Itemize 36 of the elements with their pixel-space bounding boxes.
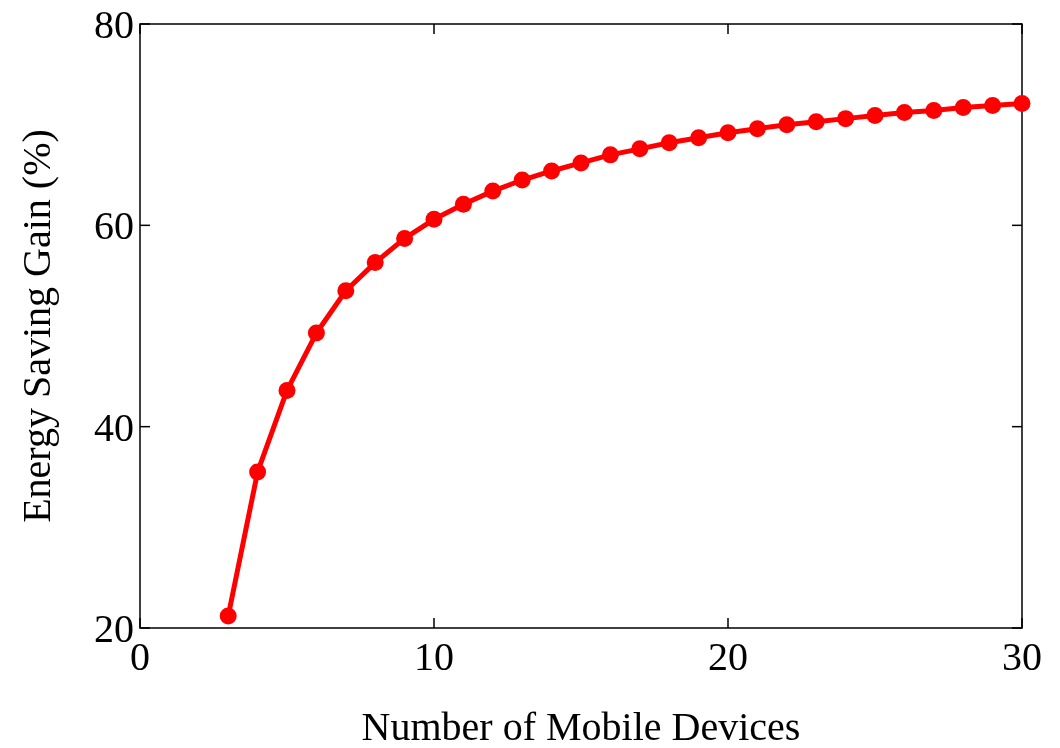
point (866, 107, 884, 125)
x-tick-label: 30 (1002, 634, 1042, 679)
point (837, 110, 855, 128)
point (1013, 95, 1031, 113)
point (954, 99, 972, 117)
point (454, 195, 472, 213)
x-tick-label: 10 (414, 634, 454, 679)
x-tick-label: 20 (708, 634, 748, 679)
point (366, 254, 384, 272)
y-axis-title: Energy Saving Gain (%) (14, 129, 59, 523)
point (337, 282, 355, 300)
point (307, 324, 325, 342)
point (719, 124, 737, 142)
point (219, 607, 237, 625)
point (543, 162, 561, 180)
point (425, 210, 443, 228)
point (807, 113, 825, 131)
point (984, 97, 1002, 115)
point (925, 102, 943, 120)
y-tick-label: 80 (94, 2, 134, 47)
point (690, 129, 708, 147)
y-tick-label: 40 (94, 404, 134, 450)
point (748, 120, 766, 138)
point (278, 381, 296, 399)
point (895, 104, 913, 122)
point (660, 134, 678, 152)
point (249, 463, 267, 481)
point (601, 146, 619, 164)
point (572, 154, 590, 172)
x-axis-title: Number of Mobile Devices (361, 704, 801, 748)
point (513, 171, 531, 189)
point (778, 116, 796, 134)
y-tick-label: 60 (94, 203, 134, 249)
point (631, 140, 649, 158)
point (396, 229, 414, 247)
point (484, 182, 502, 200)
